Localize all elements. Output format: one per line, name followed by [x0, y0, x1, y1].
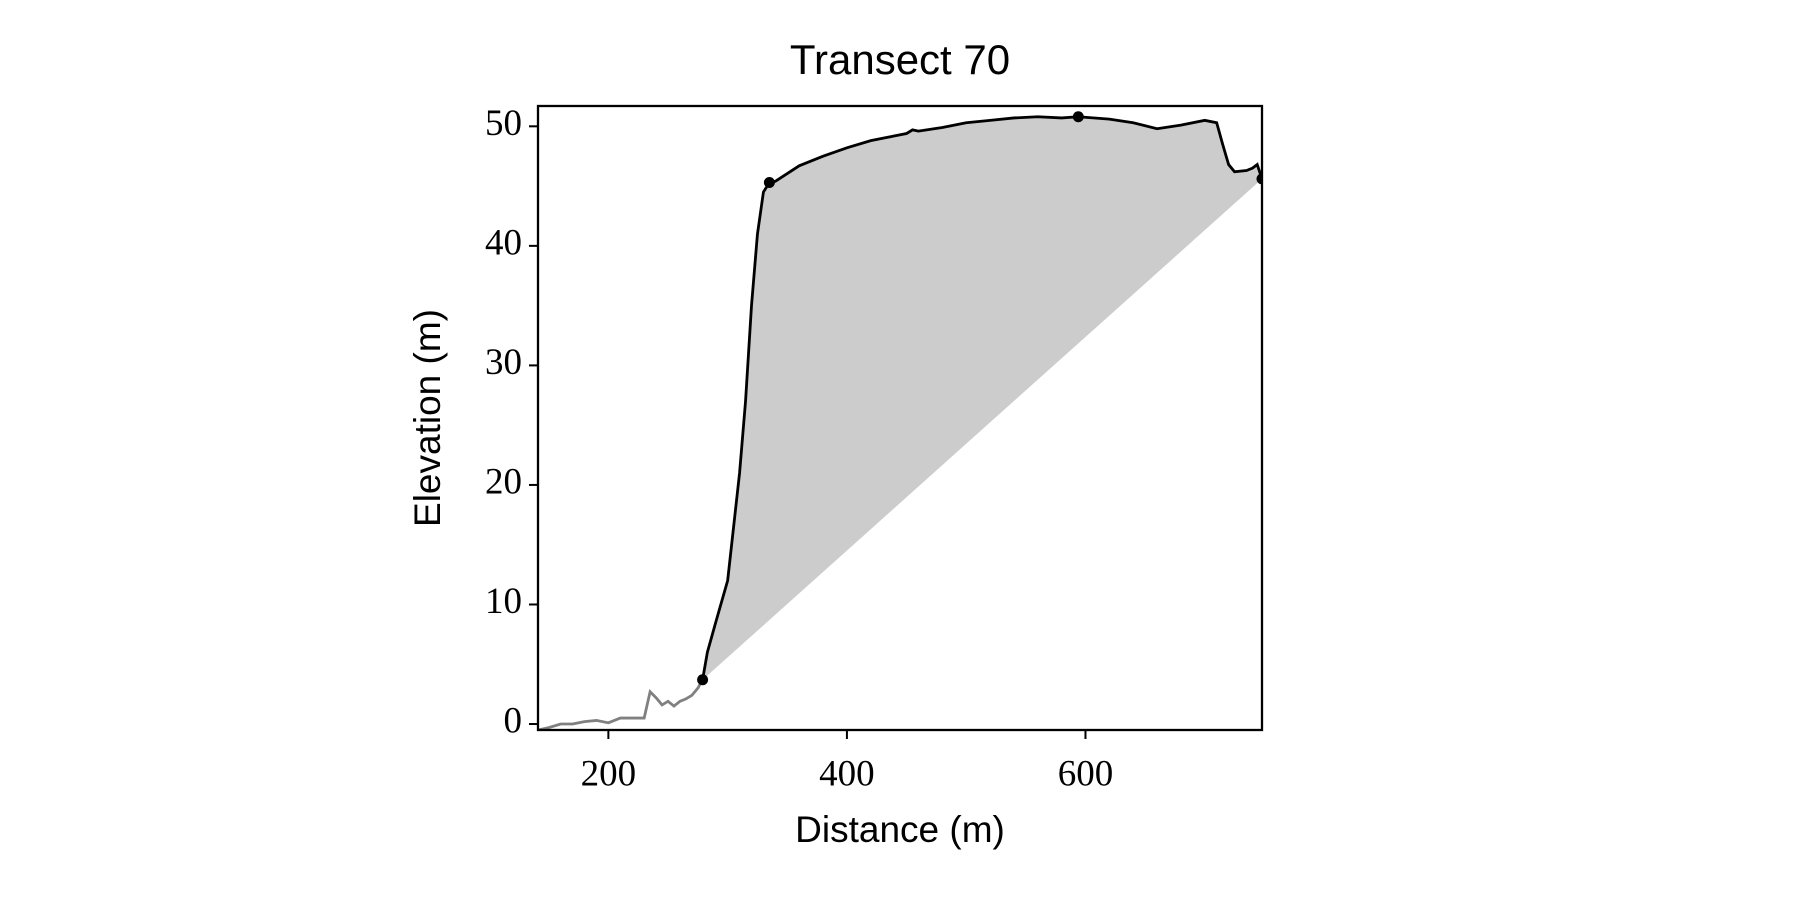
- x-tick-label: 200: [581, 753, 637, 794]
- x-tick-label: 400: [819, 753, 875, 794]
- profile-line: [538, 679, 704, 730]
- y-tick-label: 0: [504, 701, 523, 742]
- marker: [1256, 173, 1262, 185]
- marker: [1072, 111, 1084, 123]
- x-tick-label: 600: [1058, 753, 1114, 794]
- fill-area: [702, 116, 1262, 680]
- y-tick-label: 30: [485, 342, 522, 383]
- chart-title: Transect 70: [790, 36, 1010, 83]
- y-tick-label: 20: [485, 461, 522, 502]
- marker: [763, 177, 775, 189]
- x-axis-label: Distance (m): [795, 809, 1005, 850]
- y-tick-label: 10: [485, 581, 522, 622]
- marker: [697, 674, 709, 686]
- plot-frame: [536, 104, 1264, 732]
- y-tick-label: 50: [485, 103, 522, 144]
- y-axis-label: Elevation (m): [407, 309, 448, 527]
- profile-line: [701, 115, 1262, 681]
- y-tick-label: 40: [485, 222, 522, 263]
